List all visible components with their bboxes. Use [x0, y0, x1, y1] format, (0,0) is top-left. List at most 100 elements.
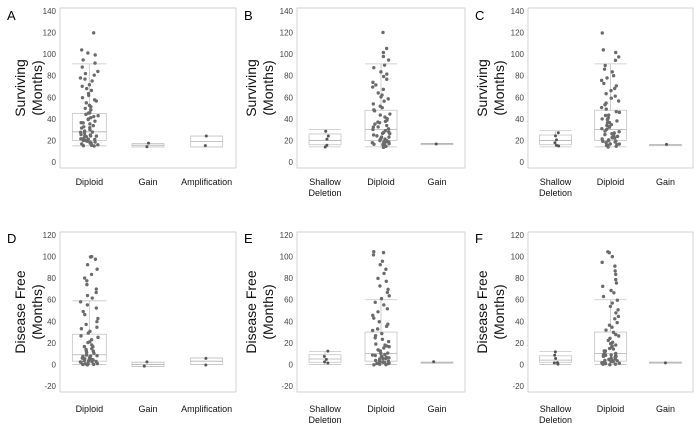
category-label-line: Gain [138, 177, 157, 187]
y-tick-label: 100 [43, 50, 57, 59]
data-point [380, 131, 385, 136]
data-point [90, 359, 94, 364]
category-label-line: Diploid [76, 404, 104, 414]
data-point [373, 336, 377, 340]
box-iqr [308, 133, 342, 146]
data-point [90, 79, 94, 83]
data-point [616, 99, 621, 103]
y-tick-label: 0 [289, 158, 294, 167]
data-point [384, 279, 388, 283]
data-point [95, 361, 100, 366]
data-point [371, 253, 376, 257]
data-point [381, 356, 385, 361]
data-point [385, 72, 389, 76]
y-axis-label-line: (Months) [29, 284, 45, 339]
data-point [604, 107, 608, 111]
data-point [379, 70, 383, 74]
data-point [96, 143, 100, 147]
data-point [600, 260, 604, 265]
panel-d: D Disease Free(Months) -20 0 20 40 60 80 100 120 D… [7, 231, 237, 414]
y-axis-label: Disease Free(Months) [243, 270, 276, 353]
data-point [89, 254, 94, 259]
data-point [81, 309, 85, 314]
data-point [86, 111, 91, 115]
data-point [88, 134, 93, 138]
y-axis-label-line: Surviving [243, 59, 259, 117]
data-point [378, 138, 382, 143]
category-label: Gain [138, 177, 157, 187]
data-point [614, 109, 618, 114]
data-point [85, 279, 89, 283]
data-point [606, 338, 610, 343]
y-axis-label: Disease Free(Months) [474, 270, 507, 353]
box-iqr [594, 109, 627, 141]
data-point [82, 358, 87, 363]
data-point [84, 112, 88, 117]
data-point [614, 311, 618, 315]
category-label-line: Gain [656, 404, 675, 414]
y-axis-label-line: (Months) [491, 60, 507, 115]
data-point [80, 96, 85, 100]
category-label: Gain [427, 404, 446, 414]
data-point [375, 134, 379, 138]
data-point [601, 139, 605, 143]
data-point [85, 139, 90, 143]
data-point [385, 123, 389, 128]
data-point [91, 362, 96, 367]
category-label: Gain [656, 177, 675, 187]
data-point [613, 264, 617, 268]
data-point [204, 134, 208, 138]
data-point [95, 267, 99, 271]
data-point [554, 138, 558, 142]
y-axis-label-line: (Months) [260, 284, 276, 339]
data-point [615, 134, 620, 139]
data-point [86, 340, 90, 345]
y-tick-label: 140 [43, 7, 57, 16]
data-point [94, 99, 99, 103]
panel-f: F Disease Free(Months) -20 0 20 40 60 80 100 120 S… [474, 231, 694, 425]
data-point [96, 316, 100, 321]
data-point [617, 130, 621, 134]
data-point [371, 127, 375, 132]
data-point [79, 327, 84, 331]
data-point [81, 121, 85, 125]
data-point [371, 80, 375, 85]
data-point [95, 354, 99, 358]
data-point [383, 352, 387, 357]
data-point [94, 306, 99, 310]
data-point [604, 328, 608, 332]
panel-a: A Surviving(Months) 0 20 40 60 80 100 120 140 Dipl… [7, 7, 237, 187]
category-label-line: Amplification [181, 177, 232, 187]
data-point [613, 269, 617, 273]
category-label: Diploid [597, 404, 625, 414]
category-label: Diploid [367, 177, 395, 187]
data-point [602, 81, 606, 86]
data-point [601, 294, 606, 299]
category-label-line: Shallow [540, 177, 572, 187]
data-point [86, 359, 91, 363]
data-point [381, 360, 385, 364]
data-point [323, 145, 327, 149]
y-tick-label: 0 [289, 360, 294, 369]
data-point [379, 95, 383, 99]
data-point [81, 362, 85, 367]
data-point [609, 88, 613, 93]
y-axis-label: Surviving(Months) [243, 59, 276, 117]
data-point [88, 127, 92, 132]
data-point [379, 296, 384, 301]
data-point [377, 121, 382, 125]
data-point [607, 323, 612, 327]
data-point [603, 103, 607, 107]
data-point [93, 119, 97, 123]
y-tick-label: 120 [511, 231, 525, 240]
data-point [82, 276, 87, 280]
data-point [92, 114, 96, 119]
data-point [87, 93, 91, 98]
y-tick-label: 140 [511, 7, 525, 16]
data-point [78, 76, 83, 80]
data-point [381, 87, 386, 92]
data-point [601, 284, 605, 289]
data-point [613, 94, 617, 98]
data-point [614, 281, 619, 285]
data-point [380, 337, 385, 342]
